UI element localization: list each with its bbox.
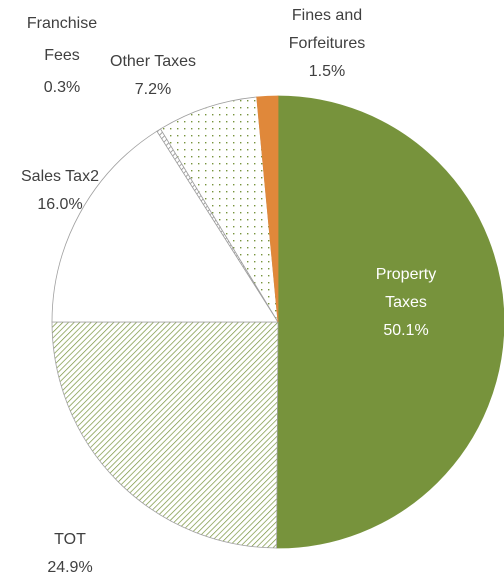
category-label: Other Taxes: [110, 53, 196, 70]
slice-label: Other Taxes 7.2%: [93, 48, 213, 104]
value-label: 7.2%: [134, 81, 172, 98]
category-label: TOT: [54, 531, 86, 548]
pie-slice: [256, 95, 279, 323]
slice-label: Fines and Forfeitures 1.5%: [272, 2, 382, 86]
pie-slice: [51, 321, 279, 549]
category-label: Property Taxes: [375, 266, 437, 311]
category-label: Fines and Forfeitures: [288, 7, 366, 52]
pie-slice: [159, 96, 279, 323]
slice-label: Property Taxes 50.1%: [361, 261, 451, 345]
category-label: Franchise Fees: [26, 15, 98, 64]
slice-label: Sales Tax2 16.0%: [0, 163, 120, 219]
value-label: 16.0%: [37, 196, 83, 213]
value-label: 1.5%: [308, 63, 346, 80]
slice-label: Franchise Fees 0.3%: [22, 8, 102, 104]
pie-slice: [51, 130, 279, 323]
value-label: 0.3%: [43, 79, 81, 96]
slice-label: TOT 24.9%: [25, 526, 115, 582]
value-label: 24.9%: [47, 559, 93, 576]
category-label: Sales Tax2: [21, 168, 99, 185]
value-label: 50.1%: [383, 322, 429, 339]
